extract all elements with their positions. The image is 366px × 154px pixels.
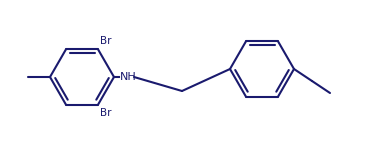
Text: NH: NH <box>120 72 137 82</box>
Text: Br: Br <box>100 108 112 118</box>
Text: Br: Br <box>100 36 112 46</box>
